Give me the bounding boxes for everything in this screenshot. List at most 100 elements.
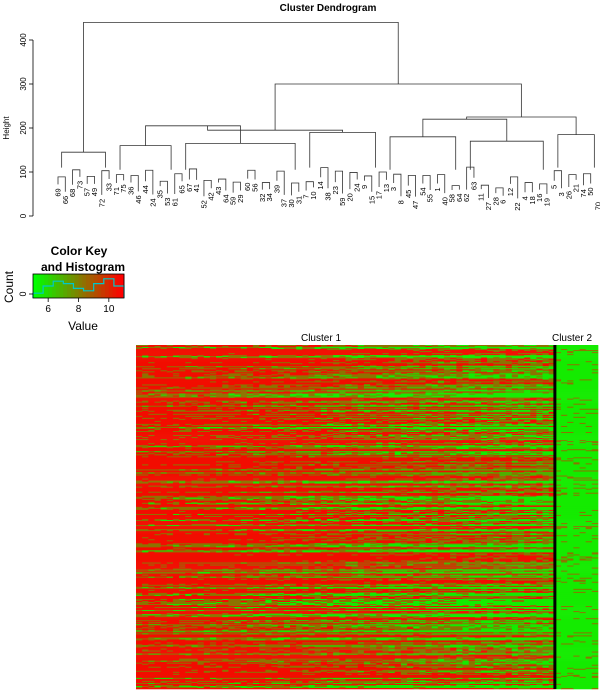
heatmap-cell-run	[394, 456, 408, 458]
heatmap-cell-run	[216, 418, 260, 421]
heatmap-cell-run	[474, 409, 488, 412]
heatmap-cell-run	[425, 536, 432, 538]
heatmap-cell-run	[554, 432, 562, 434]
heatmap-cell-run	[493, 432, 500, 434]
heatmap-cell-run	[376, 495, 383, 498]
heatmap-cell-run	[437, 405, 445, 408]
heatmap-cell-run	[579, 463, 586, 465]
heatmap-cell-run	[413, 504, 439, 507]
heatmap-cell-run	[444, 423, 451, 426]
heatmap-cell-run	[524, 536, 531, 538]
heatmap-cell-run	[222, 381, 229, 383]
heatmap-cell-run	[253, 551, 260, 553]
heatmap-cell-run	[351, 363, 408, 365]
heatmap-cell-run	[142, 356, 149, 358]
heatmap-cell-run	[474, 468, 494, 470]
heatmap-cell-run	[505, 475, 513, 477]
heatmap-cell-run	[505, 528, 513, 530]
heatmap-cell-run	[345, 414, 371, 417]
heatmap-cell-run	[209, 394, 217, 396]
heatmap-cell-run	[345, 529, 377, 531]
heatmap-cell-run	[468, 373, 482, 375]
heatmap-cell-run	[554, 493, 568, 496]
heatmap-cell-run	[419, 456, 432, 458]
heatmap-cell-run	[160, 451, 186, 453]
heatmap-cell-run	[185, 376, 192, 378]
heatmap-cell-run	[567, 458, 574, 460]
heatmap-cell-run	[394, 437, 408, 439]
heatmap-cell-run	[499, 475, 506, 477]
heatmap-cell-run	[517, 461, 537, 463]
heatmap-cell-run	[517, 528, 531, 530]
heatmap-cell-run	[222, 520, 242, 522]
heatmap-cell-run	[283, 371, 291, 373]
heatmap-cell-run	[388, 434, 408, 436]
heatmap-cell-run	[320, 530, 328, 532]
heatmap-cell-run	[265, 417, 278, 420]
heatmap-cell-run	[536, 444, 556, 446]
heatmap-cell-run	[413, 446, 420, 448]
heatmap-cell-run	[296, 525, 309, 527]
heatmap-cell-run	[524, 485, 531, 487]
heatmap-cell-run	[548, 439, 599, 441]
heatmap-cell-run	[505, 548, 513, 550]
heatmap-cell-run	[357, 486, 365, 488]
heatmap-cell-run	[333, 462, 340, 464]
heatmap-cell-run	[136, 431, 155, 433]
heatmap-cell-run	[517, 490, 550, 493]
heatmap-cell-run	[517, 360, 525, 362]
heatmap-cell-run	[265, 409, 272, 412]
heatmap-cell-run	[209, 453, 223, 455]
heatmap-cell-run	[209, 549, 223, 551]
heatmap-cell-run	[561, 460, 574, 462]
heatmap-cell-run	[191, 545, 205, 547]
heatmap-cell-run	[480, 402, 488, 404]
heatmap-cell-run	[320, 356, 334, 358]
heatmap-cell-run	[253, 486, 266, 488]
heatmap-cell-run	[246, 401, 260, 403]
heatmap-cell-run	[493, 401, 506, 403]
heatmap-cell-run	[296, 497, 303, 500]
heatmap-cell-run	[172, 454, 180, 456]
heatmap-cell-run	[351, 491, 389, 494]
dendrogram-branch	[393, 173, 402, 197]
heatmap-cell-run	[314, 380, 322, 382]
heatmap-cell-run	[499, 444, 506, 446]
heatmap-cell-run	[333, 469, 340, 471]
heatmap-cell-run	[339, 543, 346, 545]
heatmap-cell-run	[524, 383, 531, 385]
heatmap-cell-run	[536, 420, 556, 423]
heatmap-cell-run	[419, 510, 432, 513]
heatmap-cell-run	[136, 460, 426, 462]
heatmap-cell-run	[530, 486, 543, 488]
heatmap-cell-run	[277, 366, 303, 368]
heatmap-cell-run	[234, 393, 248, 395]
heatmap-cell-run	[259, 551, 266, 553]
heatmap-cell-run	[240, 447, 248, 449]
heatmap-cell-run	[499, 361, 513, 363]
dendrogram-leaf-label: 9	[360, 185, 369, 189]
heatmap-cell-run	[419, 398, 426, 400]
heatmap-cell-run	[154, 346, 161, 348]
heatmap-cell-run	[136, 378, 186, 380]
heatmap-cell-run	[517, 452, 531, 454]
heatmap-cell-run	[407, 410, 414, 413]
heatmap-cell-run	[505, 407, 513, 410]
heatmap-cell-run	[246, 539, 254, 541]
heatmap-cell-run	[437, 392, 457, 394]
heatmap-cell-run	[561, 523, 568, 525]
heatmap-cell-run	[462, 374, 482, 376]
heatmap-cell-run	[166, 540, 174, 542]
heatmap-cell-run	[499, 407, 506, 410]
heatmap-cell-run	[136, 509, 432, 512]
heatmap-cell-run	[363, 418, 389, 421]
heatmap-cell-run	[382, 524, 402, 526]
heatmap-cell-run	[431, 488, 439, 490]
heatmap-cell-run	[136, 381, 211, 383]
heatmap-cell-run	[191, 401, 198, 403]
heatmap-cell-run	[542, 482, 599, 484]
heatmap-cell-run	[524, 500, 531, 503]
heatmap-cell-run	[536, 385, 543, 387]
heatmap-cell-run	[376, 473, 383, 475]
